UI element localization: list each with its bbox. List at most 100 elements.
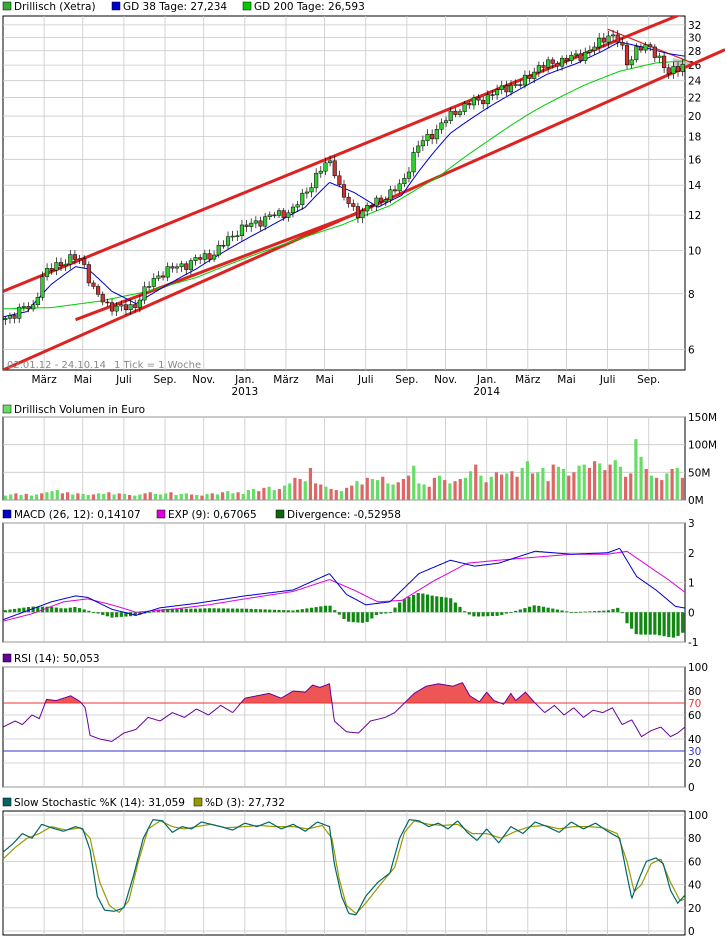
divergence-bar	[565, 611, 569, 613]
volume-bar-up	[3, 495, 8, 500]
divergence-bar	[472, 612, 476, 617]
volume-bar-down	[210, 493, 214, 500]
divergence-bar	[500, 612, 504, 615]
candle-up	[318, 170, 323, 174]
volume-bar-down	[220, 492, 225, 500]
divergence-bar	[486, 612, 490, 617]
divergence-bar	[193, 608, 198, 613]
volume-bar-down	[644, 469, 648, 500]
candle-up	[3, 318, 8, 320]
month-tick-label: Mai	[557, 374, 575, 386]
price-y-tick-label: 10	[688, 245, 701, 257]
volume-bar-down	[608, 464, 612, 500]
volume-y-tick-label: 100M	[688, 440, 717, 452]
volume-bar-down	[76, 493, 80, 500]
candle-down	[550, 59, 555, 64]
rsi-frame	[2, 666, 686, 788]
candle-up	[522, 74, 527, 86]
candle-up	[374, 197, 379, 207]
candle-down	[379, 197, 384, 203]
divergence-bar	[407, 596, 411, 613]
candle-up	[657, 55, 662, 58]
divergence-bar	[87, 610, 91, 613]
volume-bar-up	[634, 439, 638, 500]
candle-down	[662, 55, 667, 69]
candle-up	[606, 35, 611, 43]
rsi-grid: 0 20 40 60 80 100	[3, 662, 708, 794]
volume-bar-up	[561, 469, 566, 500]
month-tick-label: Sep.	[153, 374, 176, 386]
divergence-bar	[184, 608, 188, 613]
month-tick-label: Sep.	[395, 374, 418, 386]
volume-y-tick-label: 50M	[688, 467, 710, 479]
divergence-bar	[277, 609, 281, 613]
candle-up	[611, 34, 616, 37]
divergence-bar	[161, 609, 165, 613]
candle-down	[207, 253, 212, 260]
candle-up	[295, 204, 300, 208]
divergence-bar	[374, 612, 379, 616]
macd-divergence-bars	[3, 592, 685, 638]
volume-bar-down	[629, 473, 633, 500]
divergence-bar	[588, 611, 592, 613]
divergence-bar	[490, 612, 495, 617]
candle-up	[119, 304, 124, 307]
divergence-bar	[495, 612, 499, 616]
month-tick-label: Nov.	[192, 374, 215, 386]
divergence-bar	[342, 612, 346, 620]
candle-up	[457, 111, 463, 115]
volume-bar-down	[567, 475, 571, 500]
candle-up	[128, 304, 133, 311]
divergence-bar	[189, 608, 193, 613]
divergence-bar	[244, 608, 249, 613]
divergence-bar	[356, 612, 360, 623]
candle-down	[648, 44, 653, 48]
volume-bar-up	[226, 491, 230, 500]
month-tick-label: Juli	[357, 374, 374, 386]
candle-up	[536, 65, 541, 73]
divergence-bar	[77, 608, 82, 613]
volume-bar-up	[505, 473, 509, 500]
candle-down	[476, 97, 481, 101]
divergence-bar	[82, 609, 86, 613]
divergence-bar	[305, 608, 309, 613]
volume-bar-down	[660, 480, 664, 500]
divergence-bar	[54, 607, 58, 613]
volume-bar-down	[319, 484, 323, 500]
divergence-bar	[458, 606, 462, 613]
volume-bar-down	[401, 478, 406, 500]
legend-macd: MACD (26, 12): 0,14107	[14, 509, 141, 521]
candle-up	[114, 305, 119, 312]
volume-bar-down	[654, 477, 659, 500]
candle-up	[77, 258, 82, 261]
legend-swatch-volume	[2, 404, 12, 414]
macd-y-tick-label: -1	[688, 637, 698, 649]
candle-down	[392, 189, 398, 192]
volume-bar-up	[45, 492, 49, 500]
candle-down	[481, 99, 486, 105]
candle-up	[21, 306, 26, 308]
candle-up	[425, 134, 430, 141]
candle-up	[532, 71, 537, 79]
candle-up	[304, 191, 309, 194]
volume-bar-up	[412, 465, 416, 500]
divergence-bar	[124, 612, 128, 617]
divergence-bar	[115, 612, 119, 618]
divergence-bar	[64, 608, 68, 613]
divergence-bar	[379, 612, 383, 614]
volume-bar-up	[370, 478, 375, 500]
volume-bar-down	[670, 469, 674, 500]
candle-down	[12, 315, 17, 319]
candle-down	[346, 196, 351, 204]
divergence-bar	[439, 596, 444, 613]
rsi-y-tick-label: 100	[688, 662, 708, 674]
candle-up	[671, 66, 676, 74]
price-tick-label: 1 Tick = 1 Woche	[114, 360, 201, 371]
candle-down	[620, 41, 625, 46]
volume-bar-down	[587, 467, 592, 500]
stoch-y-tick-label: 100	[688, 810, 708, 822]
candle-down	[453, 110, 458, 115]
volume-bar-up	[417, 483, 421, 500]
divergence-bar	[347, 612, 351, 622]
divergence-bar	[579, 611, 583, 613]
